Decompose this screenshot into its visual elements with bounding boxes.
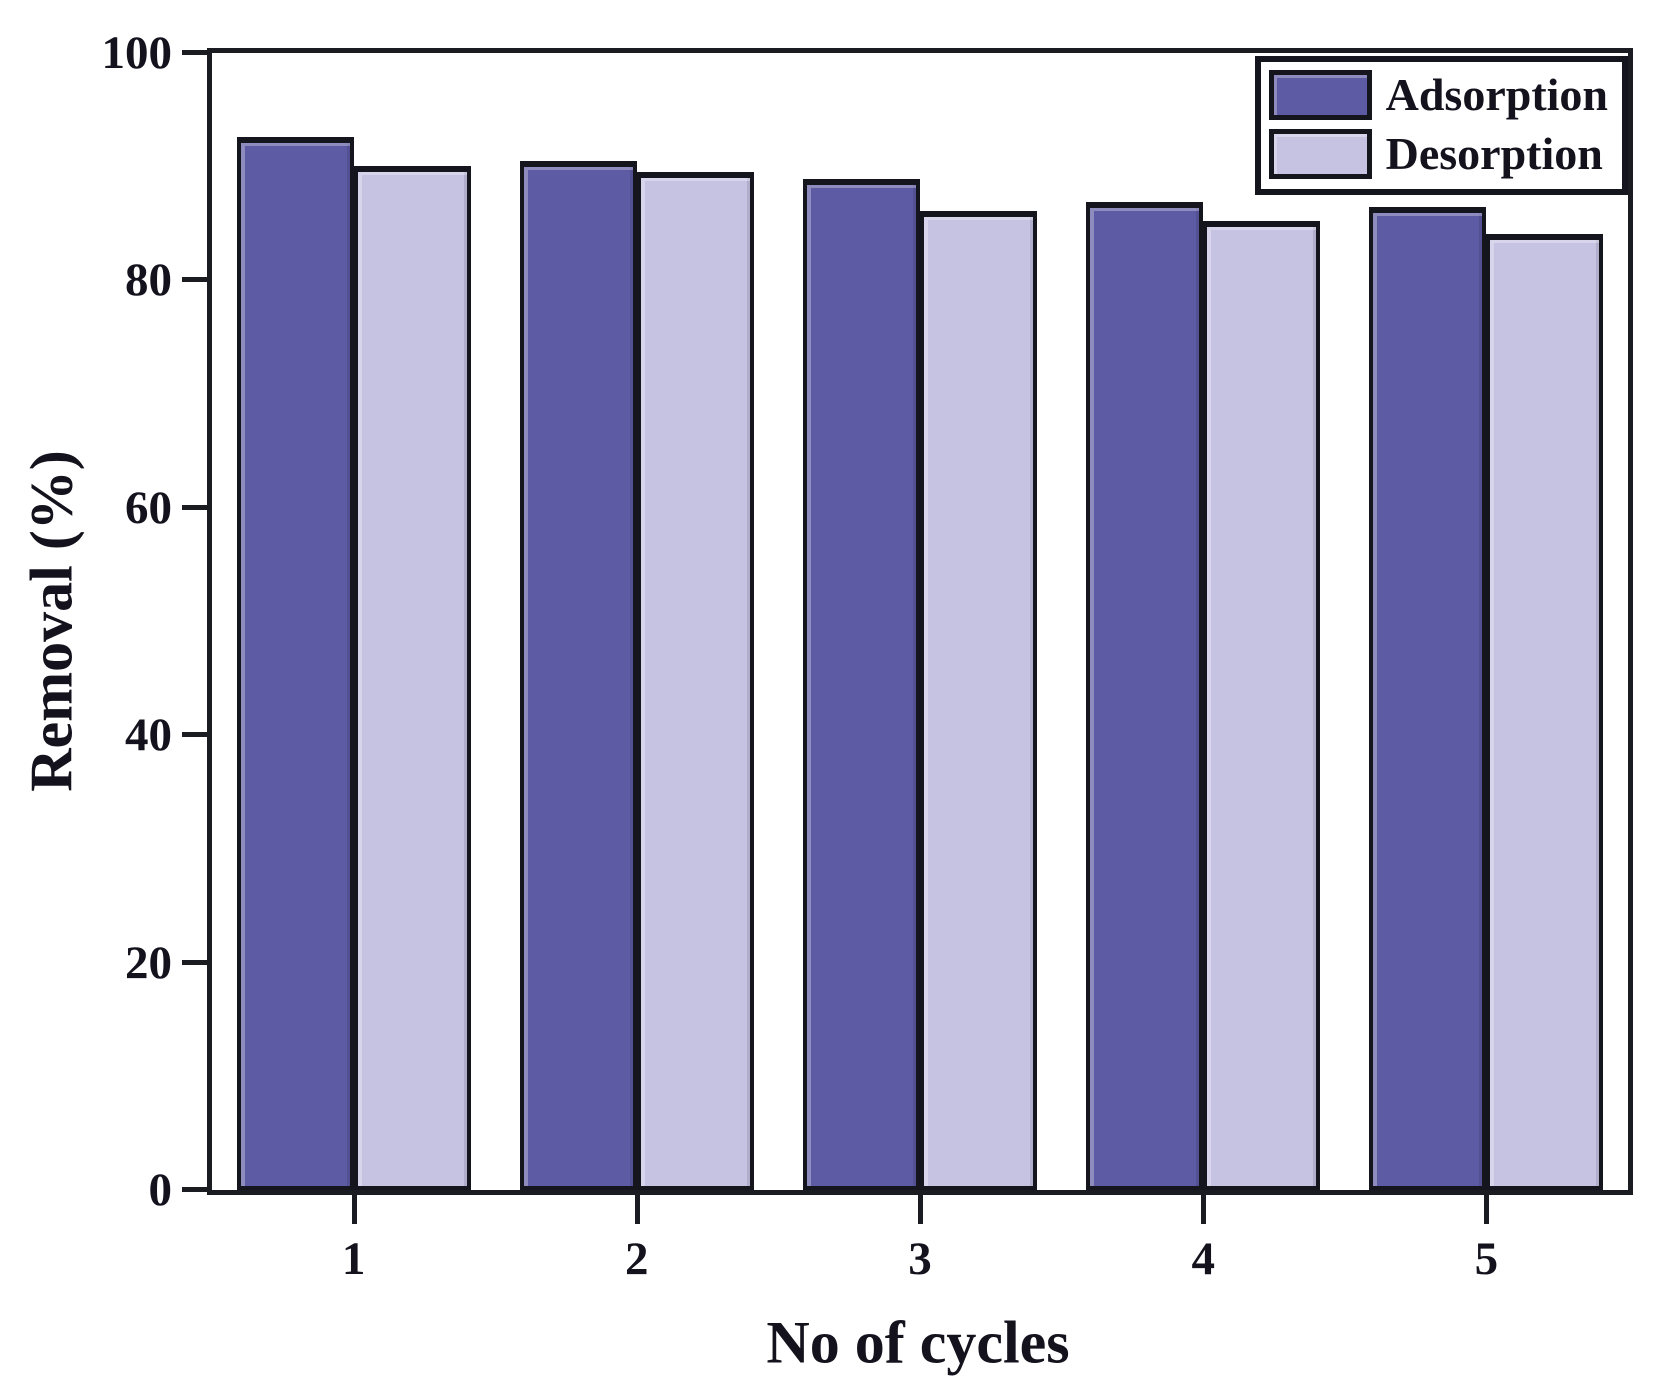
legend-label-desorption: Desorption [1385, 128, 1603, 179]
adsorption-bar-cycle-4 [1086, 201, 1204, 1190]
desorption-bar-cycle-5 [1486, 233, 1604, 1190]
adsorption-bar-cycle-5 [1369, 206, 1487, 1190]
plot-canvas [212, 53, 1628, 1190]
y-tick-60 [182, 504, 208, 510]
y-tick-label-60: 60 [125, 481, 172, 534]
y-tick-label-0: 0 [148, 1164, 173, 1216]
adsorption-bar-cycle-1 [236, 137, 354, 1190]
legend-label-adsorption: Adsorption [1385, 69, 1608, 120]
desorption-bar-cycle-4 [1203, 221, 1321, 1190]
x-axis-title: No of cycles [766, 1309, 1070, 1376]
x-tick-label-2: 2 [625, 1233, 649, 1285]
x-tick-label-3: 3 [908, 1233, 932, 1285]
y-tick-40 [182, 732, 208, 738]
adsorption-bar-cycle-3 [803, 179, 920, 1190]
desorption-bar-cycle-2 [636, 172, 754, 1190]
x-tick-1 [351, 1194, 357, 1224]
legend: Adsorption Desorption [1254, 56, 1628, 195]
x-tick-3 [918, 1194, 923, 1224]
x-tick-label-5: 5 [1474, 1233, 1499, 1285]
y-tick-100 [182, 50, 208, 55]
legend-row-desorption: Desorption [1268, 128, 1608, 179]
x-tick-5 [1484, 1194, 1490, 1224]
y-tick-label-100: 100 [101, 27, 173, 79]
plot-area: 0 20 40 60 80 100 1 2 3 4 5 Adsorption Desorption [102, 27, 1633, 1285]
y-tick-label-20: 20 [125, 936, 172, 989]
x-tick-4 [1201, 1194, 1207, 1224]
y-tick-label-80: 80 [125, 254, 172, 307]
x-tick-2 [634, 1194, 640, 1224]
y-tick-label-40: 40 [125, 709, 172, 762]
desorption-swatch-icon [1268, 129, 1372, 179]
adsorption-swatch-icon [1268, 70, 1372, 120]
x-tick-label-1: 1 [341, 1233, 366, 1285]
y-tick-80 [182, 277, 208, 283]
desorption-bar-cycle-1 [353, 165, 471, 1190]
legend-row-adsorption: Adsorption [1268, 69, 1608, 120]
adsorption-bar-cycle-2 [519, 161, 637, 1190]
x-tick-label-4: 4 [1191, 1233, 1215, 1285]
y-tick-0 [182, 1187, 208, 1192]
y-tick-20 [182, 959, 208, 965]
desorption-bar-cycle-3 [920, 211, 1037, 1190]
